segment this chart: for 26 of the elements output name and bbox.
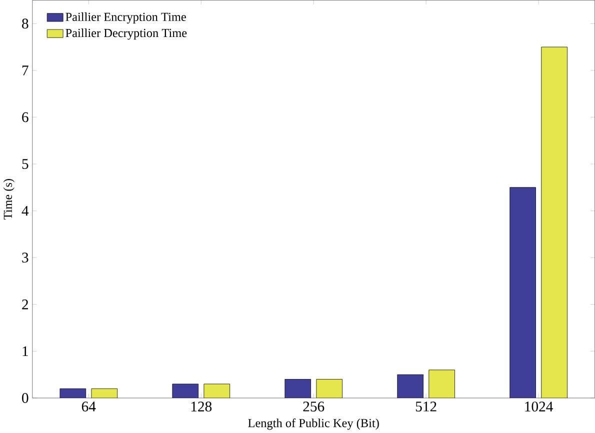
y-tick-label: 2	[22, 299, 28, 310]
x-tick-label: 128	[191, 402, 212, 412]
y-tick-label: 4	[22, 206, 29, 216]
bar	[397, 374, 424, 398]
y-tick-label: 0	[22, 392, 28, 403]
y-tick-label: 7	[22, 66, 28, 76]
x-tick-label: 64	[82, 402, 96, 412]
y-tick-label: 6	[22, 112, 28, 122]
bar	[316, 379, 342, 398]
bar	[284, 379, 311, 398]
x-tick-label: 512	[416, 402, 436, 412]
y-tick-label: 5	[22, 159, 28, 169]
bar	[60, 388, 86, 398]
legend-label: Paillier Encryption Time	[66, 12, 186, 24]
y-tick-label: 3	[22, 252, 28, 262]
y-tick-label: 1	[22, 346, 28, 356]
bar	[428, 370, 455, 398]
bar	[172, 384, 199, 398]
bar	[510, 187, 536, 398]
x-tick-label: 256	[303, 402, 324, 412]
y-tick-label: 8	[22, 18, 28, 28]
x-tick-label: 1024	[525, 402, 553, 412]
bar	[541, 46, 568, 398]
x-axis-title: Length of Public Key (Bit)	[248, 418, 379, 430]
y-axis-title: Time (s)	[3, 178, 14, 220]
legend-label: Paillier Decryption Time	[66, 28, 187, 40]
